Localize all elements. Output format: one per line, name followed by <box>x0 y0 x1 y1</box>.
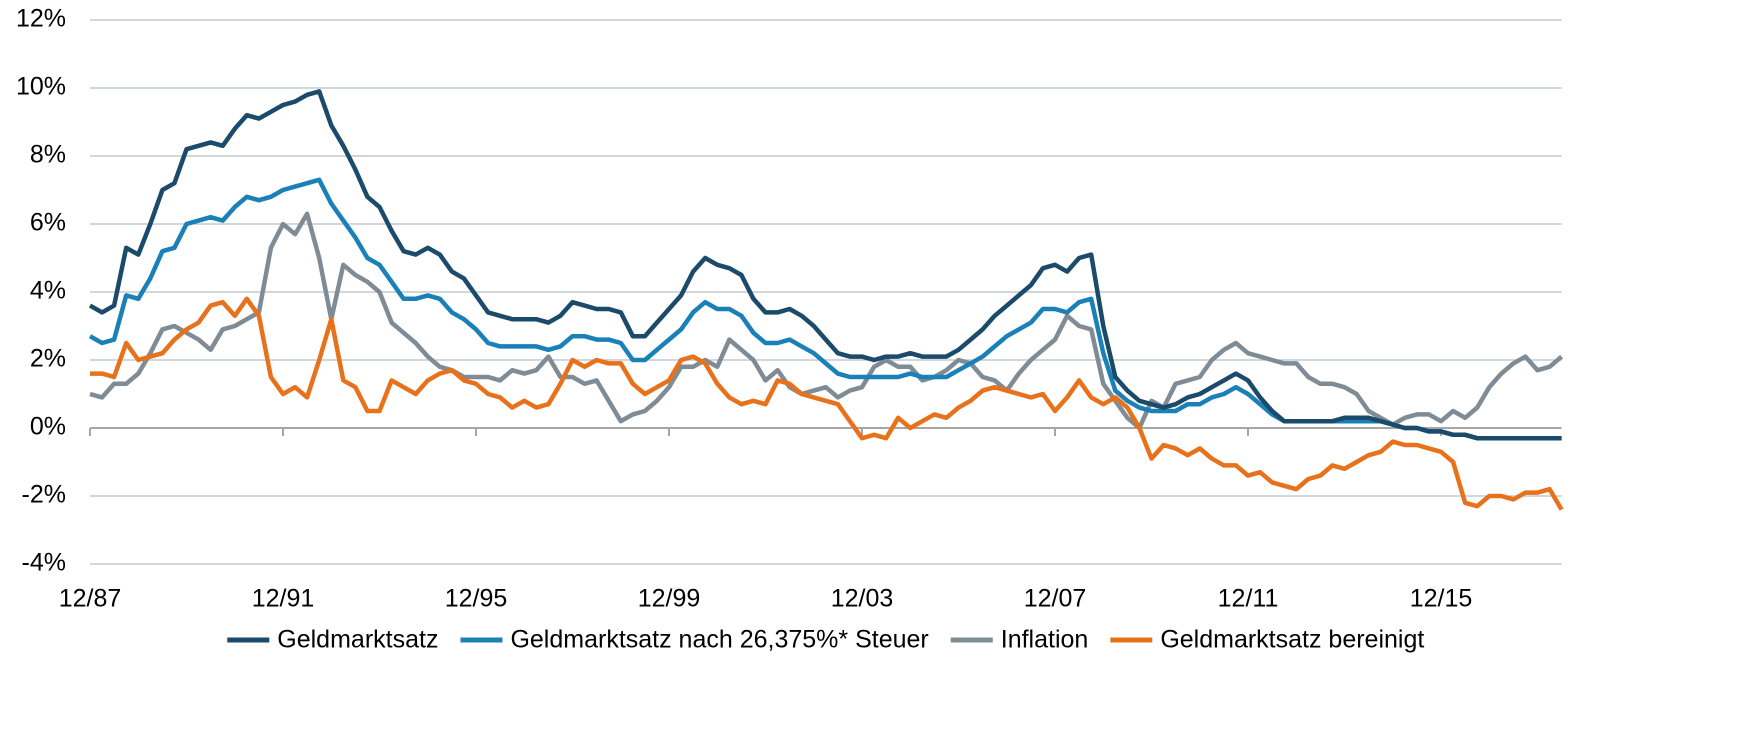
x-tick-label: 12/91 <box>252 585 315 613</box>
x-tick-label: 12/03 <box>831 585 894 613</box>
y-tick-label: 6% <box>30 209 66 237</box>
y-tick-label: 2% <box>30 345 66 373</box>
series-line <box>90 296 1564 511</box>
y-tick-label: 4% <box>30 277 66 305</box>
y-tick-label: 0% <box>30 413 66 441</box>
y-tick-label: -4% <box>22 549 66 577</box>
x-tick-label: 12/95 <box>445 585 508 613</box>
x-tick-label: 12/87 <box>59 585 122 613</box>
y-tick-label: -2% <box>22 481 66 509</box>
y-tick-label: 8% <box>30 141 66 169</box>
x-tick-label: 12/99 <box>638 585 701 613</box>
x-tick-label: 12/07 <box>1024 585 1087 613</box>
y-tick-label: 12% <box>16 5 66 33</box>
x-tick-label: 12/15 <box>1410 585 1473 613</box>
series-line <box>89 211 1564 431</box>
legend-label: Inflation <box>1001 626 1089 654</box>
y-tick-label: 10% <box>16 73 66 101</box>
legend-label: Geldmarktsatz <box>277 626 438 654</box>
legend-label: Geldmarktsatz bereinigt <box>1160 626 1424 654</box>
x-tick-label: 12/11 <box>1218 585 1279 613</box>
series-line <box>88 89 1562 441</box>
legend-label: Geldmarktsatz nach 26,375%* Steuer <box>510 626 928 654</box>
